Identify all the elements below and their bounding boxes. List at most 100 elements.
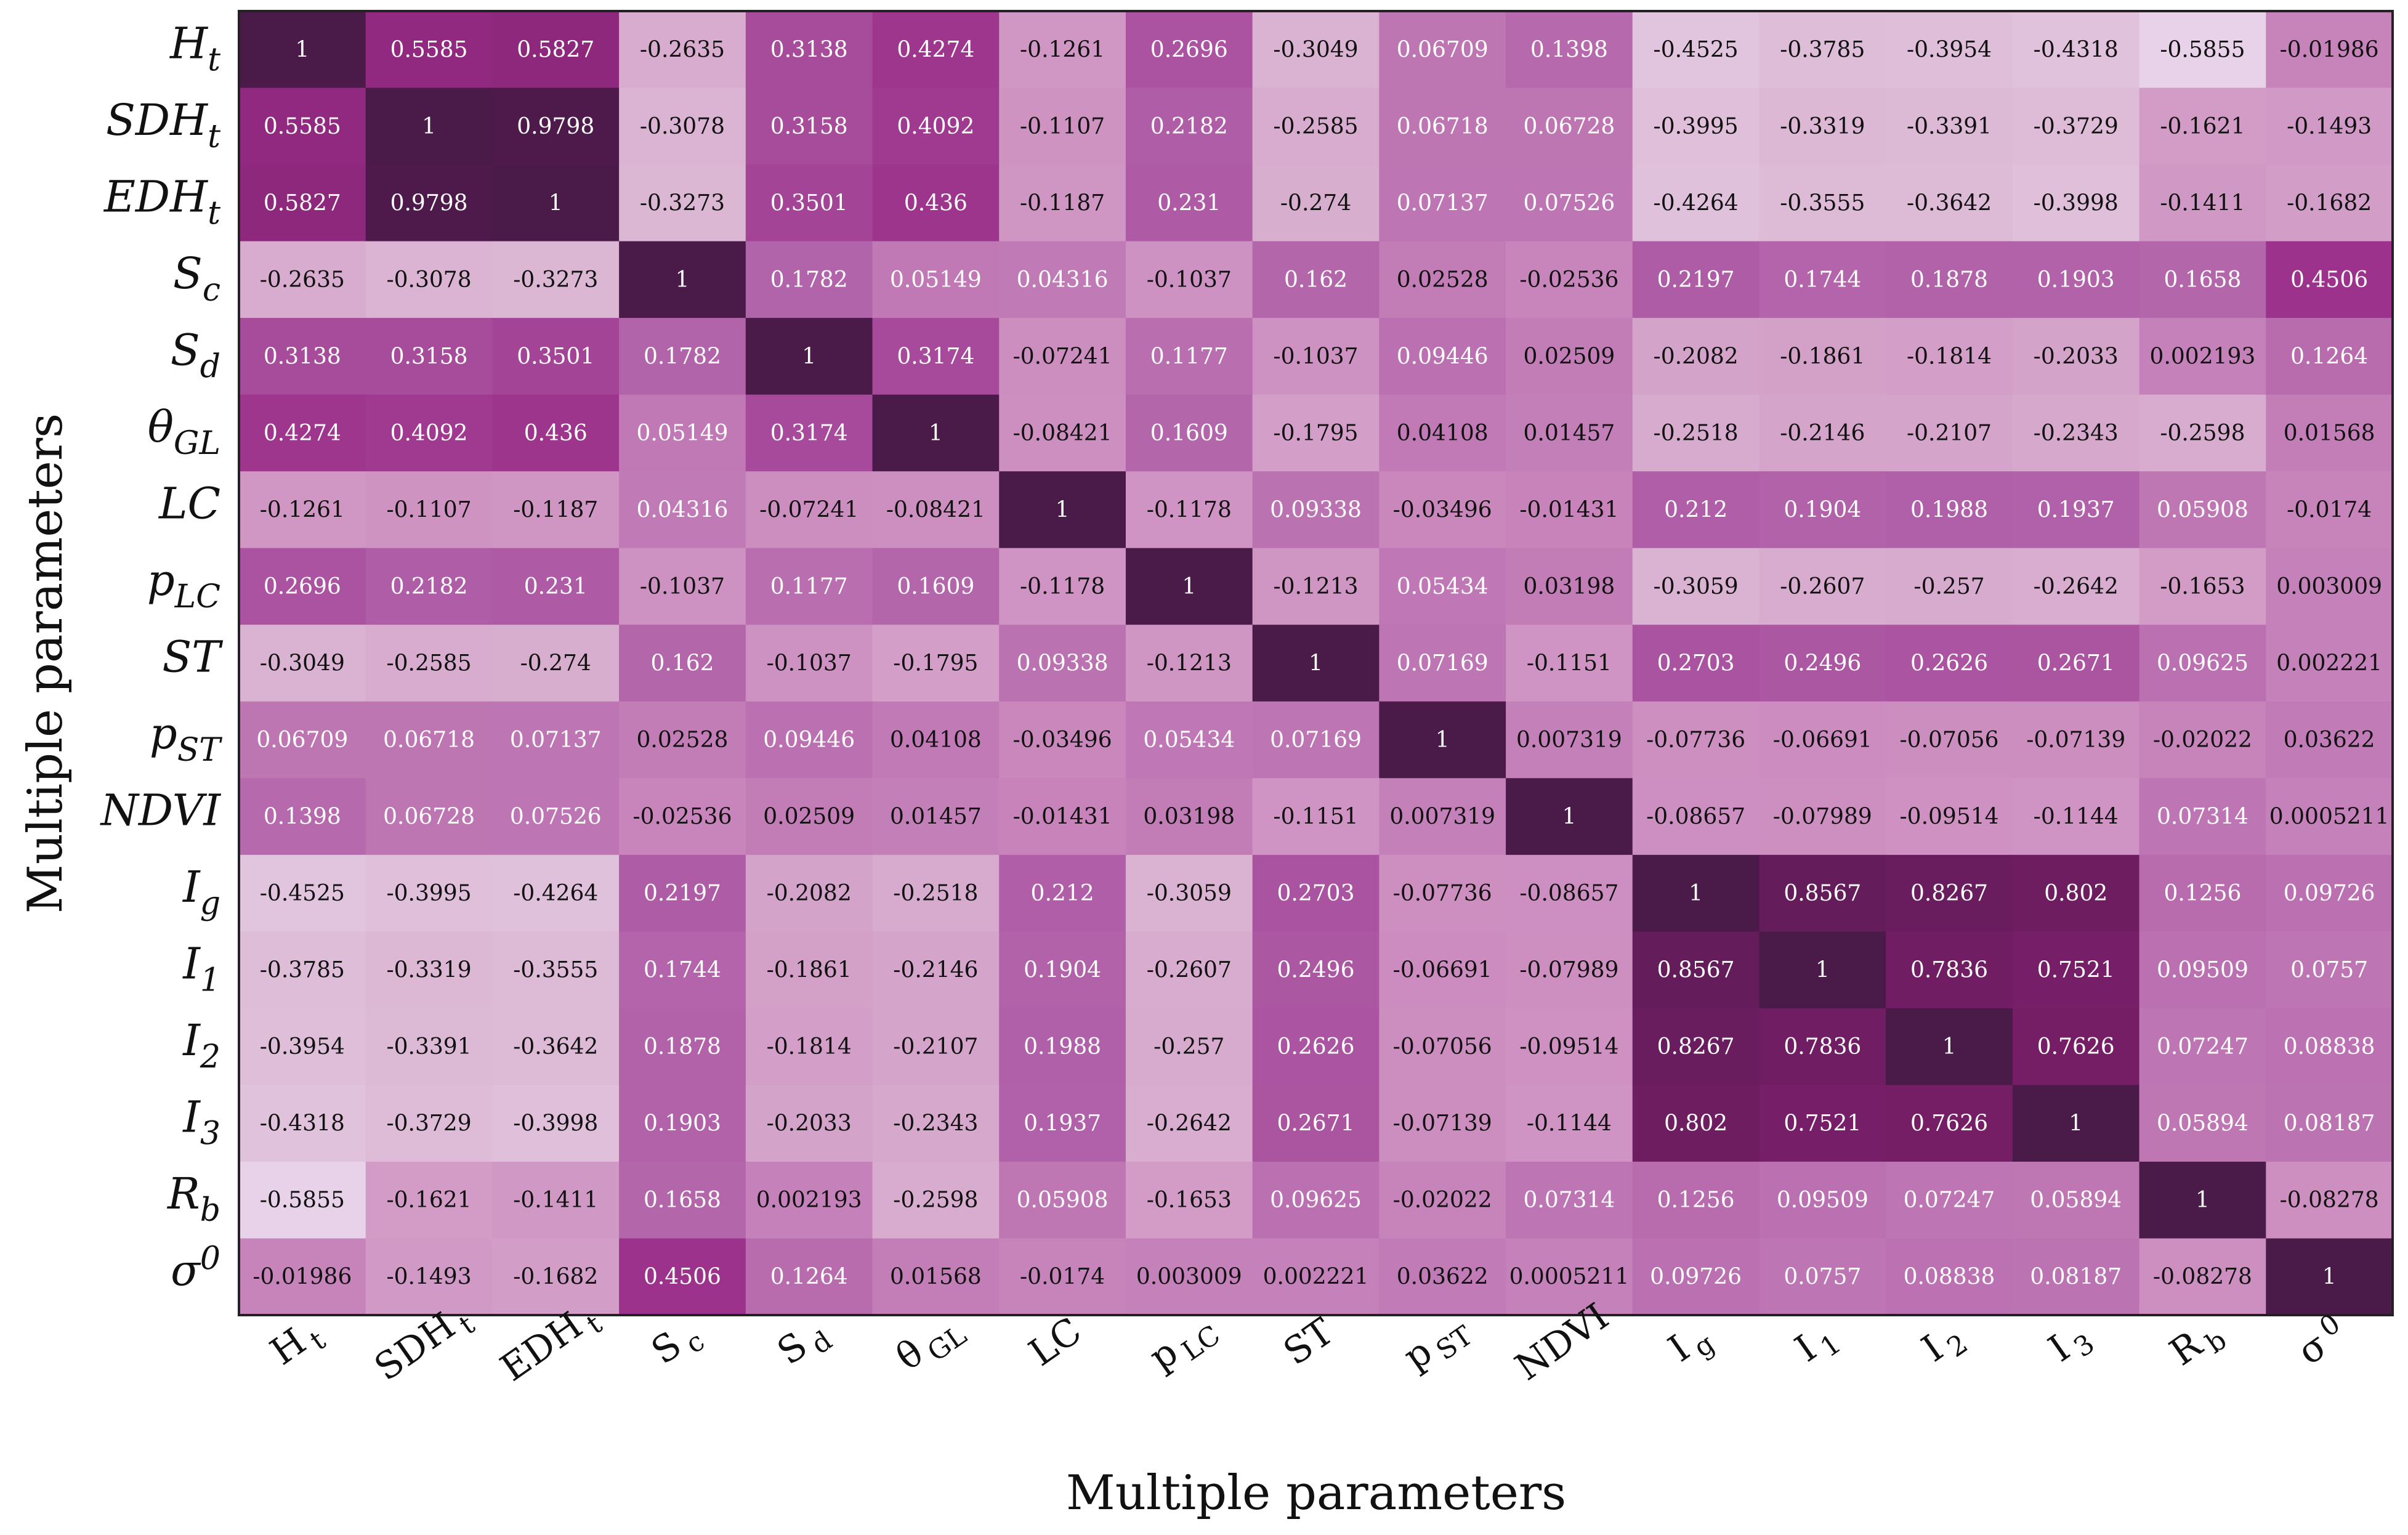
heatmap-cell-r15-c4 [745,1161,873,1239]
heatmap-cell-value-r0-c7: 0.2696 [1150,37,1228,62]
heatmap-cell-value-r2-c1: 0.9798 [390,190,468,216]
heatmap-cell-r8-c16 [2266,625,2393,702]
heatmap-cell-value-r7-c13: -0.257 [1913,574,1984,599]
y-tick-label-8: ST [162,632,223,682]
heatmap-cell-r7-c8 [1252,548,1380,625]
heatmap-cell-value-r8-c2: -0.274 [520,651,591,676]
heatmap-cell-value-r12-c6: 0.1904 [1024,958,1101,983]
heatmap-cell-value-r4-c5: 0.3174 [897,344,974,369]
heatmap-cell-r6-c16 [2266,471,2393,549]
y-tick-label-sub-0: t [208,41,220,78]
heatmap-cell-value-r8-c10: -0.1151 [1527,651,1612,676]
heatmap-cell-r10-c4 [745,778,873,856]
heatmap-cell-r12-c11 [1632,931,1760,1009]
heatmap-cell-value-r10-c13: -0.09514 [1900,804,1999,830]
heatmap-cell-value-r16-c12: 0.0757 [1784,1265,1861,1290]
heatmap-cell-r11-c16 [2266,854,2393,932]
heatmap-cell-r6-c8 [1252,471,1380,549]
heatmap-cell-value-r11-c5: -0.2518 [893,881,978,906]
heatmap-cell-r8-c4 [745,625,873,702]
heatmap-cell-value-r0-c16: -0.01986 [2280,37,2379,62]
heatmap-cell-r8-c8 [1252,625,1380,702]
heatmap-cell-r0-c8 [1252,11,1380,89]
heatmap-cell-value-r14-c0: -0.4318 [260,1111,345,1136]
heatmap-cell-r15-c16 [2266,1161,2393,1239]
heatmap-cell-value-r16-c11: 0.09726 [1650,1265,1742,1290]
heatmap-cell-r2-c9 [1379,164,1506,242]
heatmap-cell-value-r13-c13: 1 [1942,1034,1957,1059]
heatmap-cell-value-r2-c8: -0.274 [1280,190,1351,216]
heatmap-cell-r7-c1 [365,548,493,625]
heatmap-cell-r13-c9 [1379,1008,1506,1086]
heatmap-cell-value-r12-c16: 0.0757 [2290,958,2368,983]
heatmap-cell-r5-c5 [872,394,1000,472]
y-tick-label-base-7: p [147,555,175,605]
y-tick-label-sub-13: 2 [200,1039,220,1075]
heatmap-cell-value-r4-c16: 0.1264 [2290,344,2368,369]
heatmap-cell-value-r12-c14: 0.7521 [2037,958,2115,983]
heatmap-cell-value-r10-c11: -0.08657 [1646,804,1745,830]
heatmap-cell-r2-c13 [1886,164,2013,242]
heatmap-cell-value-r15-c4: 0.002193 [756,1188,862,1213]
heatmap-cell-r11-c8 [1252,854,1380,932]
heatmap-cell-r2-c6 [999,164,1126,242]
heatmap-cell-value-r12-c1: -0.3319 [386,958,471,983]
heatmap-cell-r10-c11 [1632,778,1760,856]
heatmap-cell-value-r1-c12: -0.3319 [1780,114,1865,139]
heatmap-cell-r5-c16 [2266,394,2393,472]
heatmap-cell-value-r0-c0: 1 [295,37,309,62]
heatmap-cell-r5-c9 [1379,394,1506,472]
heatmap-cell-value-r8-c1: -0.2585 [386,651,471,676]
heatmap-cell-r8-c13 [1886,625,2013,702]
y-tick-label-3: Sc [173,248,220,309]
heatmap-cell-value-r15-c12: 0.09509 [1777,1188,1869,1213]
heatmap-cell-r7-c6 [999,548,1126,625]
heatmap-cell-r8-c15 [2139,625,2266,702]
heatmap-cell-r8-c3 [619,625,746,702]
heatmap-cell-value-r2-c10: 0.07526 [1523,190,1615,216]
heatmap-cell-r5-c3 [619,394,746,472]
heatmap-cell-value-r15-c14: 0.05894 [2030,1188,2122,1213]
y-tick-label-base-4: S [171,325,200,375]
heatmap-cell-value-r6-c14: 0.1937 [2037,497,2115,522]
heatmap-cell-r6-c10 [1506,471,1633,549]
heatmap-cell-r2-c8 [1252,164,1380,242]
heatmap-cell-value-r3-c13: 0.1878 [1910,267,1988,293]
heatmap-cell-r10-c14 [2012,778,2140,856]
heatmap-cells: 1 0.5585 0.5827 -0.2635 0.3138 0.4274 -0.1261 0… [239,11,2393,1316]
heatmap-cell-value-r5-c10: 0.01457 [1523,421,1615,446]
heatmap-cell-value-r6-c6: 1 [1056,497,1070,522]
heatmap-cell-r13-c14 [2012,1008,2140,1086]
heatmap-cell-r10-c16 [2266,778,2393,856]
heatmap-cell-value-r1-c1: 1 [422,114,436,139]
heatmap-cell-r15-c7 [1125,1161,1253,1239]
heatmap-cell-value-r7-c14: -0.2642 [2034,574,2119,599]
heatmap-cell-r11-c11 [1632,854,1760,932]
heatmap-cell-value-r6-c0: -0.1261 [260,497,345,522]
heatmap-cell-r12-c15 [2139,931,2266,1009]
heatmap-cell-r3-c14 [2012,241,2140,318]
heatmap-cell-value-r3-c0: -0.2635 [260,267,345,293]
heatmap-cell-value-r8-c7: -0.1213 [1147,651,1232,676]
heatmap-cell-r11-c3 [619,854,746,932]
heatmap-cell-r6-c13 [1886,471,2013,549]
heatmap-cell-value-r10-c15: 0.07314 [2157,804,2248,830]
heatmap-cell-r3-c4 [745,241,873,318]
y-tick-label-sub-9: ST [177,732,223,769]
heatmap-cell-r14-c3 [619,1085,746,1162]
y-tick-label-7: pLC [147,555,220,615]
heatmap-cell-value-r8-c16: 0.002221 [2276,651,2382,676]
heatmap-cell-value-r9-c3: 0.02528 [637,727,729,753]
heatmap-cell-value-r3-c7: -0.1037 [1147,267,1232,293]
heatmap-cell-r11-c6 [999,854,1126,932]
heatmap-cell-r12-c13 [1886,931,2013,1009]
heatmap-cell-value-r1-c6: -0.1107 [1020,114,1105,139]
heatmap-cell-r2-c3 [619,164,746,242]
heatmap-cell-r0-c6 [999,11,1126,89]
y-tick-label-sub-12: 1 [200,962,220,999]
heatmap-cell-value-r7-c10: 0.03198 [1523,574,1615,599]
heatmap-cell-value-r0-c9: 0.06709 [1397,37,1489,62]
heatmap-cell-value-r9-c12: -0.06691 [1773,727,1872,753]
heatmap-cell-r13-c2 [492,1008,620,1086]
